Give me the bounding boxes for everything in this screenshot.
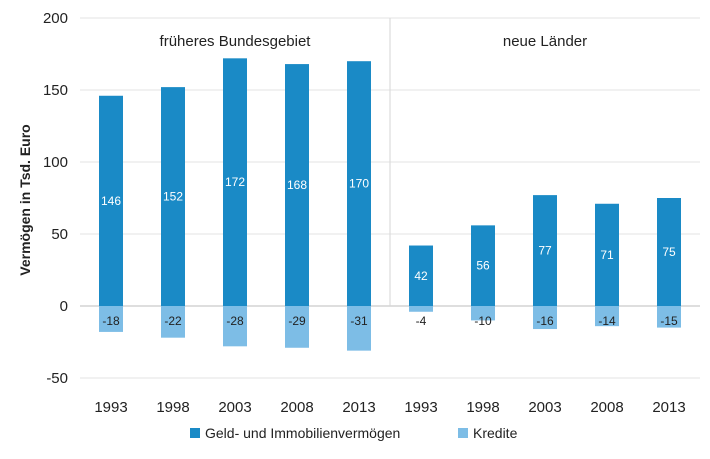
bar-kredite — [99, 306, 123, 332]
bar-kredite — [471, 306, 495, 321]
data-label: 56 — [476, 259, 490, 273]
legend-swatch — [190, 428, 200, 438]
data-label: -15 — [660, 314, 678, 328]
y-tick-label: 50 — [51, 226, 68, 243]
legend-label: Geld- und Immobilienvermögen — [205, 425, 400, 441]
x-tick-label: 1993 — [94, 399, 127, 416]
group-label: neue Länder — [503, 33, 587, 50]
x-tick-label: 2008 — [280, 399, 313, 416]
bar-vermoegen — [409, 245, 433, 306]
group-label: früheres Bundesgebiet — [160, 33, 312, 50]
data-label: -16 — [536, 314, 554, 328]
y-tick-label: 100 — [43, 154, 68, 171]
y-axis-label: Vermögen in Tsd. Euro — [17, 124, 33, 275]
y-tick-label: 200 — [43, 10, 68, 27]
x-tick-label: 2003 — [528, 399, 561, 416]
bar-vermoegen — [223, 58, 247, 306]
bar-vermoegen — [99, 95, 123, 306]
data-label: -10 — [474, 314, 492, 328]
bar-vermoegen — [533, 195, 557, 306]
x-tick-label: 2013 — [342, 399, 375, 416]
x-tick-label: 2003 — [218, 399, 251, 416]
bar-kredite — [595, 306, 619, 327]
bars: 146 152 172 168 170 42 56 77 71 75 -18 -22 -28 -29 -31… — [99, 58, 681, 351]
x-tick-label: 1993 — [404, 399, 437, 416]
data-label: -31 — [350, 314, 368, 328]
data-label: -29 — [288, 314, 306, 328]
data-label: 170 — [349, 177, 369, 191]
bar-vermoegen — [595, 203, 619, 306]
bar-kredite — [409, 306, 433, 312]
legend-label: Kredite — [473, 425, 518, 441]
bar-vermoegen — [161, 87, 185, 307]
y-tick-label: 0 — [60, 298, 68, 315]
bar-kredite — [285, 306, 309, 348]
legend-swatch — [458, 428, 468, 438]
data-label: -14 — [598, 314, 616, 328]
data-label: 75 — [662, 245, 676, 259]
data-label: -22 — [164, 314, 182, 328]
x-tick-label: 1998 — [156, 399, 189, 416]
bar-vermoegen — [285, 64, 309, 306]
bar-kredite — [533, 306, 557, 330]
bar-vermoegen — [347, 61, 371, 307]
legend: Geld- und Immobilienvermögen Kredite — [190, 425, 518, 441]
bar-vermoegen — [657, 198, 681, 306]
data-label: -28 — [226, 314, 244, 328]
data-label: -18 — [102, 314, 120, 328]
data-label: -4 — [416, 314, 427, 328]
group-labels: früheres Bundesgebiet neue Länder — [160, 33, 588, 50]
y-tick-label: -50 — [46, 370, 68, 387]
y-axis: -50 0 50 100 150 200 — [43, 10, 68, 387]
bar-kredite — [223, 306, 247, 347]
data-label: 146 — [101, 194, 121, 208]
data-label: 77 — [538, 244, 552, 258]
x-tick-label: 2008 — [590, 399, 623, 416]
data-label: 152 — [163, 190, 183, 204]
bar-vermoegen — [471, 225, 495, 306]
x-tick-label: 1998 — [466, 399, 499, 416]
x-tick-label: 2013 — [652, 399, 685, 416]
bar-kredite — [347, 306, 371, 351]
bar-kredite — [657, 306, 681, 328]
data-label: 71 — [600, 248, 614, 262]
y-tick-label: 150 — [43, 82, 68, 99]
bar-kredite — [161, 306, 185, 338]
x-axis: 1993 1998 2003 2008 2013 1993 1998 2003 2008 2013 — [94, 399, 685, 416]
data-label: 168 — [287, 178, 307, 192]
data-label: 42 — [414, 269, 428, 283]
data-label: 172 — [225, 175, 245, 189]
